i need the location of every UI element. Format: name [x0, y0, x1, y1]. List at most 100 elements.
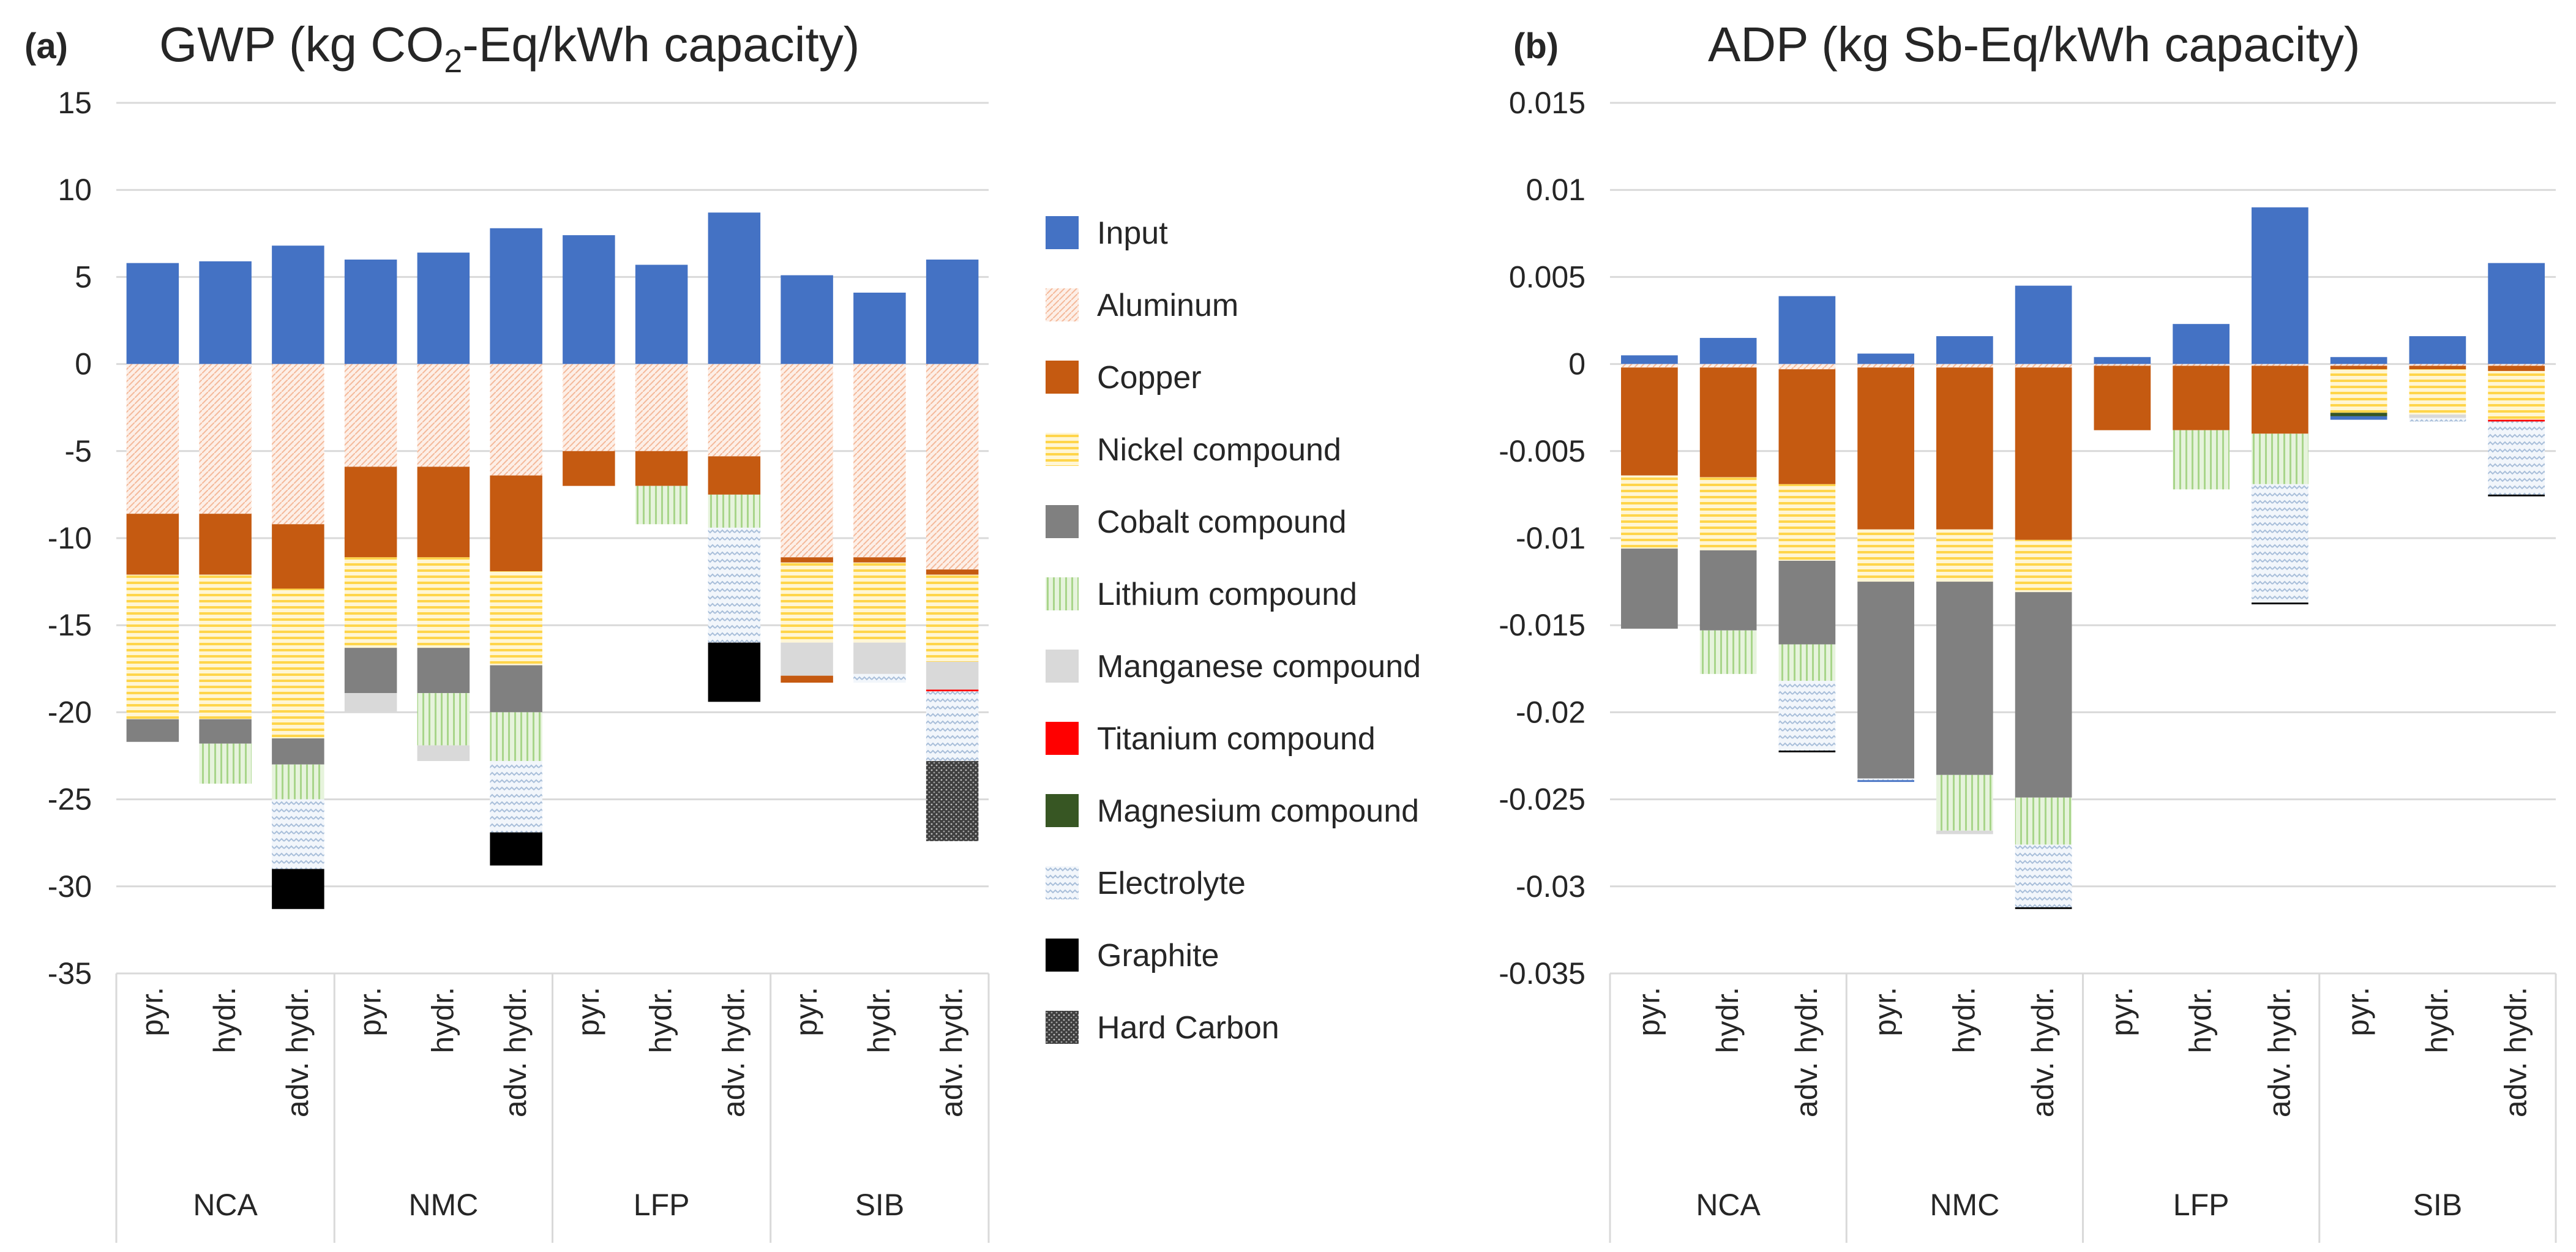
bar-sib-pyr	[781, 275, 833, 683]
x-category-label: pyr.	[2341, 987, 2375, 1036]
panel-a-title-rest: -Eq/kWh capacity)	[462, 17, 859, 72]
legend-item-electrolyte: Electrolyte	[1046, 866, 1246, 901]
x-category-label: hydr.	[208, 987, 242, 1053]
legend-swatch-graphite	[1046, 939, 1079, 972]
bar-segment-copper	[126, 514, 179, 575]
bar-lfp-pyr	[2094, 357, 2151, 430]
x-category-label: adv. hydr.	[2499, 987, 2533, 1117]
x-category-label: pyr.	[2105, 987, 2139, 1036]
bar-segment-aluminum	[1936, 364, 1993, 368]
panel-b-bars	[1621, 207, 2545, 909]
legend-item-copper: Copper	[1046, 360, 1202, 395]
bar-segment-cobalt-compound	[126, 719, 179, 742]
bar-lfp-hydr	[2173, 324, 2230, 490]
bar-segment-electrolyte	[1778, 681, 1836, 751]
bar-nmc-adv-hydr	[2015, 285, 2072, 909]
bar-segment-copper	[2409, 365, 2466, 370]
y-tick-label: -0.03	[1516, 869, 1586, 904]
bar-nca-adv-hydr	[272, 246, 324, 909]
x-category-label: pyr.	[1631, 987, 1666, 1036]
x-category-label: adv. hydr.	[280, 987, 315, 1117]
y-tick-label: -35	[48, 956, 92, 991]
bar-segment-magnesium-compound	[2330, 413, 2387, 416]
y-tick-label: 5	[75, 260, 92, 294]
bar-segment-electrolyte	[708, 527, 761, 643]
bar-segment-nickel-compound	[2409, 369, 2466, 415]
bar-segment-electrolyte	[2409, 418, 2466, 422]
y-tick-label: 15	[58, 86, 92, 120]
y-tick-label: -0.02	[1516, 695, 1586, 729]
bar-sib-adv-hydr	[926, 259, 979, 841]
x-category-label: adv. hydr.	[2262, 987, 2296, 1117]
y-tick-label: 0	[75, 347, 92, 381]
x-category-label: adv. hydr.	[498, 987, 533, 1117]
panel-a-title-main: GWP (kg CO	[159, 17, 444, 72]
bar-segment-copper	[2094, 365, 2151, 430]
bar-segment-copper	[344, 467, 397, 558]
bar-segment-manganese-compound	[853, 642, 906, 674]
legend-swatch-magnesium-compound	[1046, 794, 1079, 827]
x-category-label: pyr.	[1868, 987, 1903, 1036]
bar-segment-cobalt-compound	[1699, 550, 1757, 631]
panel-b-gridlines	[1610, 102, 2556, 975]
x-group-label-sib: SIB	[855, 1188, 905, 1222]
y-tick-label: -0.015	[1499, 608, 1586, 642]
legend-swatch-manganese-compound	[1046, 650, 1079, 683]
bar-segment-electrolyte	[2252, 484, 2308, 603]
legend-item-graphite: Graphite	[1046, 938, 1219, 973]
bar-segment-input	[417, 252, 470, 364]
bar-nca-hydr	[1699, 337, 1757, 674]
bar-segment-input	[490, 228, 542, 364]
legend-item-lithium-compound: Lithium compound	[1046, 577, 1357, 612]
bar-segment-aluminum	[1699, 364, 1757, 368]
x-category-label: adv. hydr.	[716, 987, 751, 1117]
bar-segment-nickel-compound	[1778, 484, 1836, 561]
x-category-label: adv. hydr.	[935, 987, 969, 1117]
bar-segment-lithium-compound	[2252, 433, 2308, 484]
bar-segment-lithium-compound	[272, 764, 324, 800]
y-tick-label: -20	[48, 695, 92, 729]
y-tick-label: -0.025	[1499, 782, 1586, 817]
y-tick-label: -5	[65, 434, 92, 468]
bar-segment-manganese-compound	[2409, 414, 2466, 418]
bar-sib-hydr	[2409, 336, 2466, 422]
panel-a-title-subscript: 2	[444, 43, 462, 80]
legend-item-cobalt-compound: Cobalt compound	[1046, 504, 1347, 540]
bar-segment-electrolyte	[490, 761, 542, 833]
panel-a-y-axis: 15 10 5 0 -5 -10 -15 -20 -25 -30 -35	[48, 86, 92, 991]
y-tick-label: 0.015	[1509, 86, 1586, 120]
bar-segment-aluminum	[2330, 364, 2387, 366]
x-category-label: hydr.	[2184, 987, 2218, 1053]
bar-segment-electrolyte	[2488, 421, 2545, 495]
bar-segment-manganese-compound	[1936, 830, 1993, 834]
bar-segment-aluminum	[635, 364, 688, 451]
bar-segment-manganese-compound	[417, 745, 470, 762]
bar-segment-aluminum	[2409, 364, 2466, 366]
bar-segment-copper	[1936, 367, 1993, 530]
legend-item-titanium-compound: Titanium compound	[1046, 721, 1376, 757]
x-category-label: hydr.	[862, 987, 896, 1053]
bar-segment-input	[926, 259, 979, 364]
bar-nmc-hydr	[1936, 336, 1993, 834]
legend-label: Aluminum	[1097, 288, 1238, 323]
x-group-label-lfp: LFP	[2173, 1188, 2230, 1222]
y-tick-label: 0.005	[1509, 260, 1586, 294]
bar-segment-aluminum	[926, 364, 979, 570]
y-tick-label: -0.01	[1516, 521, 1586, 555]
bar-segment-nickel-compound	[2330, 369, 2387, 413]
panel-a-title: GWP (kg CO2-Eq/kWh capacity)	[159, 17, 859, 80]
bar-segment-nickel-compound	[344, 557, 397, 648]
bar-segment-lithium-compound	[635, 485, 688, 525]
bar-segment-graphite	[2252, 602, 2308, 605]
x-category-label: hydr.	[1710, 987, 1745, 1053]
bar-segment-lithium-compound	[2015, 797, 2072, 845]
legend-swatch-titanium-compound	[1046, 722, 1079, 755]
bar-segment-input	[2094, 357, 2151, 364]
bar-segment-nickel-compound	[126, 574, 179, 719]
y-tick-label: -10	[48, 521, 92, 555]
panel-a-gwp: (a) GWP (kg CO2-Eq/kWh capacity) 15 10 5 0 -…	[24, 17, 990, 1243]
bar-segment-graphite	[490, 832, 542, 866]
bar-segment-input	[2330, 416, 2387, 420]
bar-segment-input	[1699, 337, 1757, 364]
bar-segment-input	[2488, 263, 2545, 364]
